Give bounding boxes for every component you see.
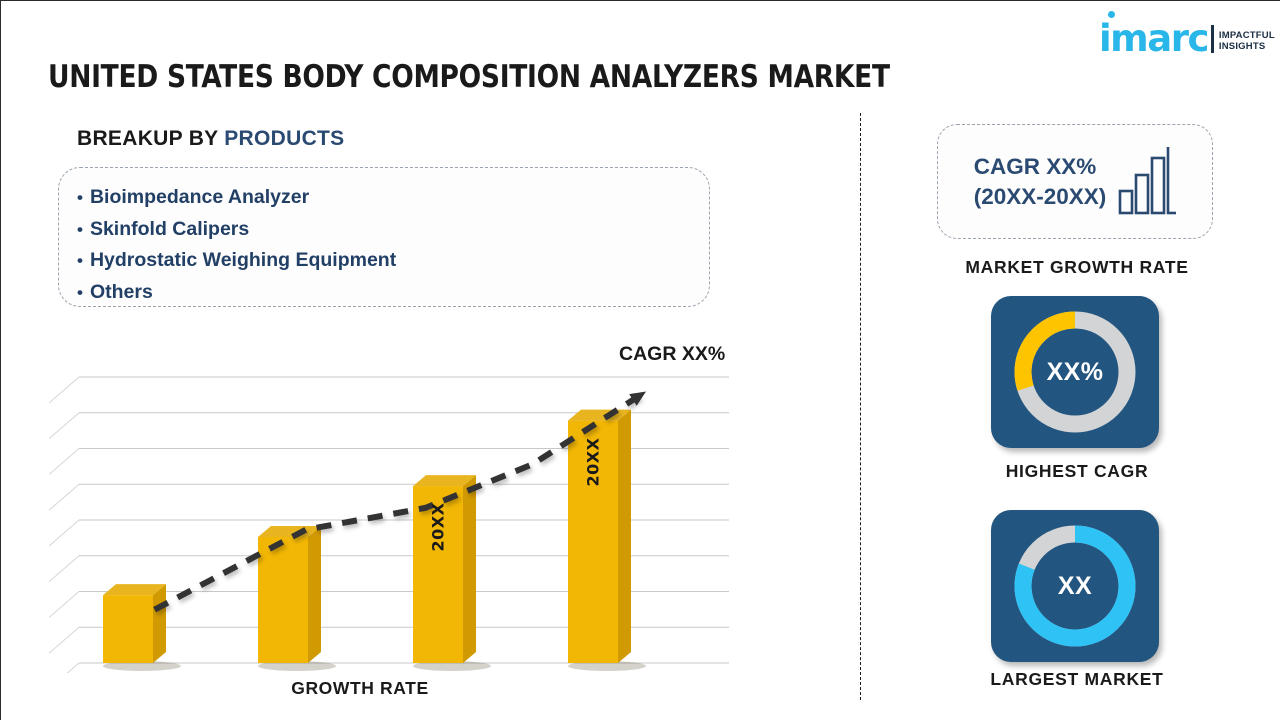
chart-x-axis-label: GROWTH RATE <box>291 678 429 698</box>
logo-dot-icon <box>1108 11 1115 18</box>
donut-chart-largest-market <box>1014 525 1136 647</box>
list-item-label: Hydrostatic Weighing Equipment <box>89 249 397 271</box>
cagr-line2: (20XX-20XX) <box>973 183 1107 209</box>
bullet-icon: • <box>77 219 83 239</box>
list-item: • Skinfold Calipers <box>77 214 709 246</box>
market-growth-rate-caption: MARKET GROWTH RATE <box>965 257 1189 277</box>
bullet-icon: • <box>77 251 83 270</box>
page-title: UNITED STATES BODY COMPOSITION ANALYZERS… <box>48 59 890 95</box>
bullet-icon: • <box>77 188 83 207</box>
highest-cagr-tile: XX% <box>991 296 1159 448</box>
breakup-heading-accent: PRODUCTS <box>224 127 345 150</box>
logo-tagline: IMPACTFUL INSIGHTS <box>1219 30 1275 55</box>
logo-tagline-line1: IMPACTFUL <box>1218 30 1275 41</box>
market-growth-rate-box: CAGR XX% (20XX-20XX) <box>937 124 1213 239</box>
breakup-heading-static: BREAKUP BY <box>77 127 219 150</box>
imarc-logo: imarc IMPACTFUL INSIGHTS <box>1099 11 1275 57</box>
bar-value-label: 20XX <box>428 502 448 552</box>
list-item-label: Others <box>89 280 153 303</box>
chart-trend-label: CAGR XX% <box>619 343 726 365</box>
section-divider <box>860 113 861 700</box>
donut-chart-highest-cagr <box>1014 311 1136 433</box>
largest-market-tile: XX <box>991 510 1159 662</box>
bar-chart-icon <box>1118 146 1177 214</box>
list-item-label: Skinfold Calipers <box>89 217 250 240</box>
logo-tagline-line2: INSIGHTS <box>1218 41 1266 52</box>
bullet-icon: • <box>77 282 83 302</box>
growth-rate-chart: CAGR XX% GROWTH RATE 20XX 20XX <box>49 331 749 701</box>
list-item: • Bioimpedance Analyzer <box>77 182 709 214</box>
breakup-heading: BREAKUP BY PRODUCTS <box>77 127 344 151</box>
list-item-label: Bioimpedance Analyzer <box>89 186 310 208</box>
logo-wordmark: imarc <box>1099 11 1209 57</box>
cagr-line1: CAGR XX% <box>973 153 1097 179</box>
chart-plot-area <box>49 376 729 673</box>
list-item: • Hydrostatic Weighing Equipment <box>77 245 709 277</box>
largest-market-caption: LARGEST MARKET <box>990 669 1164 689</box>
largest-market-value: XX <box>1057 571 1093 600</box>
highest-cagr-caption: HIGHEST CAGR <box>1005 461 1149 481</box>
bar-value-label: 20XX <box>583 437 603 487</box>
logo-divider <box>1210 25 1214 53</box>
logo-wordmark-text: imarc <box>1099 17 1209 60</box>
products-list-box: • Bioimpedance Analyzer • Skinfold Calip… <box>58 167 710 307</box>
list-item: • Others <box>77 277 709 309</box>
highest-cagr-value: XX% <box>1046 357 1104 386</box>
cagr-text: CAGR XX% (20XX-20XX) <box>974 152 1107 212</box>
